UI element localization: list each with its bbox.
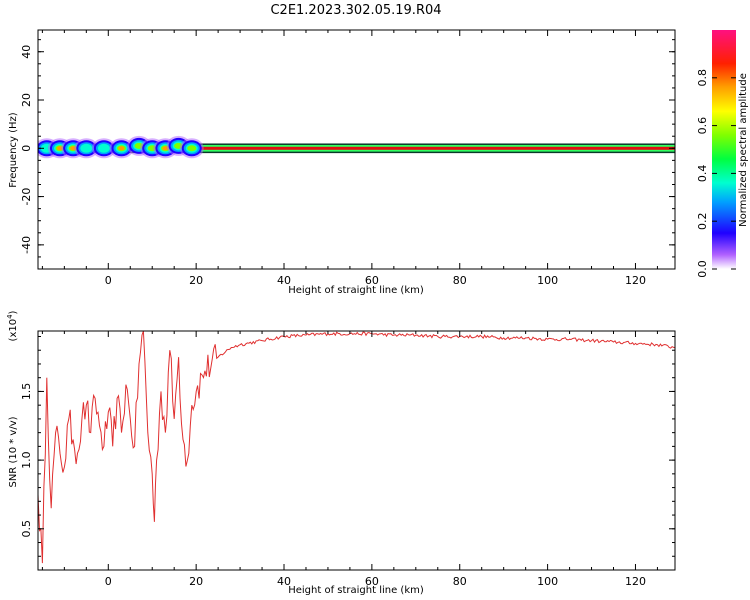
y-tick-label: 1.0 — [20, 451, 33, 469]
y-tick-label: -20 — [20, 188, 33, 206]
x-tick-label: 80 — [453, 575, 467, 588]
x-tick-label: 120 — [625, 575, 646, 588]
colorbar-tick-label: 0.0 — [696, 260, 709, 278]
spectrogram-xlabel: Height of straight line (km) — [288, 285, 424, 296]
colorbar-tick-label: 0.2 — [696, 212, 709, 230]
colorbar: 0.0 0.2 0.4 0.6 0.8 Normalized spectral ampl… — [696, 30, 749, 278]
y-tick-label: 0.5 — [20, 520, 33, 538]
heatmap-blob — [187, 145, 197, 152]
x-tick-label: 60 — [365, 575, 379, 588]
heatmap-blob — [118, 146, 125, 151]
y-tick-label: -40 — [20, 236, 33, 254]
x-tick-label: 0 — [105, 575, 112, 588]
colorbar-label: Normalized spectral amplitude — [738, 73, 749, 227]
spectrogram-heatmap — [38, 135, 675, 159]
x-tick-label: 60 — [365, 274, 379, 287]
x-tick-label: 100 — [537, 575, 558, 588]
snr-frame — [37, 330, 676, 571]
colorbar-ticks: 0.0 0.2 0.4 0.6 0.8 — [696, 69, 736, 278]
y-tick-label: 1.5 — [20, 383, 33, 401]
snr-multiplier: (x104) — [6, 310, 19, 341]
chart-title: C2E1.2023.302.05.19.R04 — [270, 3, 441, 18]
spectrogram-ticks: 0 20 40 60 80 100 120 -40 -20 0 20 40 — [20, 30, 675, 287]
spectrogram-ylabel: Frequency (Hz) — [8, 112, 19, 188]
colorbar-tick-label: 0.6 — [696, 117, 709, 135]
heatmap-blob — [97, 143, 110, 153]
snr-ylabel: SNR (10 * v/v) — [8, 416, 19, 487]
x-tick-label: 0 — [105, 274, 112, 287]
x-tick-label: 40 — [277, 575, 291, 588]
spectrogram-panel: 0 20 40 60 80 100 120 -40 -20 0 20 40 Height of str… — [8, 29, 676, 296]
colorbar-gradient — [712, 30, 736, 269]
snr-series-line — [38, 331, 675, 564]
spectrogram-frame — [37, 29, 676, 270]
colorbar-tick-label: 0.8 — [696, 69, 709, 87]
colorbar-tick-label: 0.4 — [696, 165, 709, 183]
snr-ticks: 0 20 40 60 80 100 120 0.5 1.0 1.5 — [20, 331, 675, 588]
x-tick-label: 20 — [189, 274, 203, 287]
heatmap-blob — [80, 143, 93, 153]
y-tick-label: 20 — [20, 93, 33, 107]
band-core — [38, 146, 675, 150]
snr-panel: 0 20 40 60 80 100 120 0.5 1.0 1.5 Height of strai… — [6, 310, 676, 596]
x-tick-label: 20 — [189, 575, 203, 588]
x-tick-label: 40 — [277, 274, 291, 287]
snr-xlabel: Height of straight line (km) — [288, 585, 424, 596]
x-tick-label: 100 — [537, 274, 558, 287]
y-tick-label: 0 — [20, 145, 33, 152]
y-tick-label: 40 — [20, 45, 33, 59]
x-tick-label: 80 — [453, 274, 467, 287]
x-tick-label: 120 — [625, 274, 646, 287]
